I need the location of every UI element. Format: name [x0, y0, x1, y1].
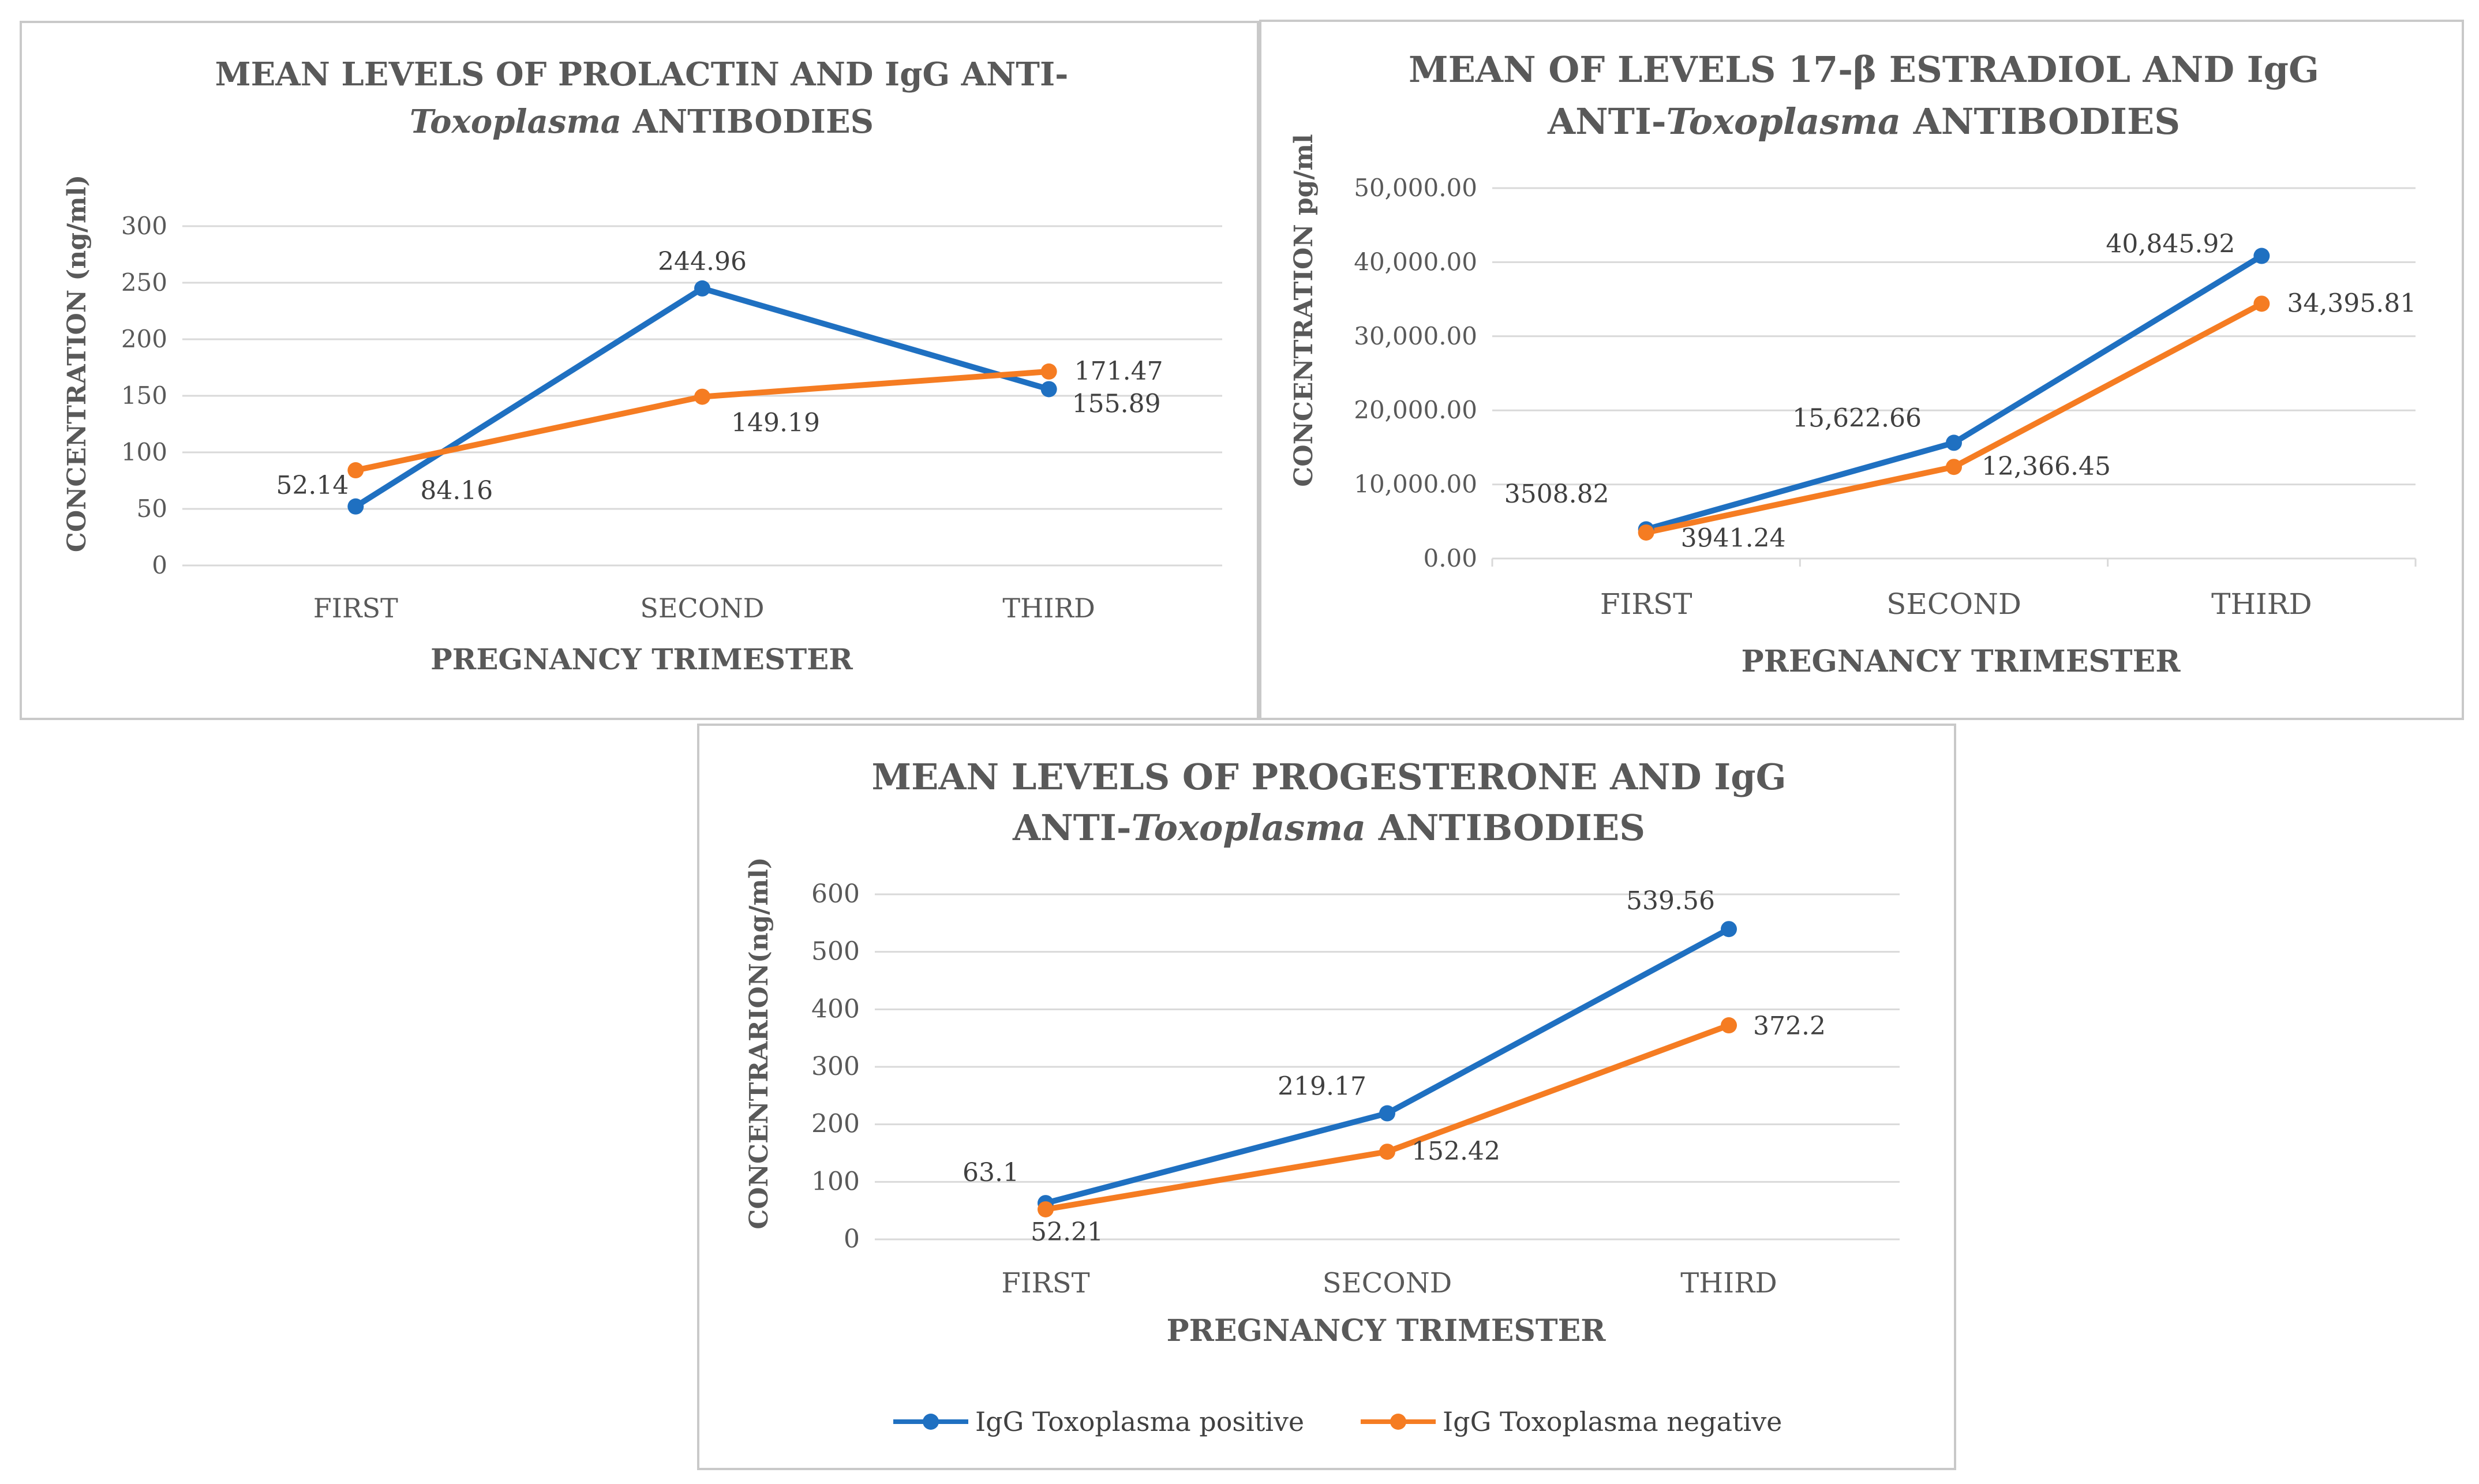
legend-positive-label: IgG Toxoplasma positive [975, 1406, 1304, 1437]
data-label-positive: 3941.24 [1681, 523, 1786, 553]
x-tick-label: THIRD [1002, 593, 1095, 624]
data-point-positive [347, 498, 364, 515]
data-point-positive [1379, 1105, 1395, 1122]
y-tick-label: 0.00 [1423, 544, 1477, 572]
data-label-positive: 244.96 [658, 247, 747, 276]
data-label-positive: 219.17 [1278, 1072, 1366, 1101]
y-tick-label: 100 [811, 1167, 860, 1196]
y-tick-label: 250 [121, 268, 167, 297]
y-tick-label: 0 [152, 551, 167, 579]
y-tick-label: 600 [811, 879, 860, 909]
x-axis-title: PREGNANCY TRIMESTER [1742, 644, 2181, 679]
progesterone-chart: MEAN LEVELS OF PROGESTERONE AND IgG ANTI… [744, 756, 1900, 1437]
legend-negative-marker [1390, 1414, 1406, 1430]
data-point-positive [1721, 921, 1737, 938]
y-tick-label: 300 [121, 212, 167, 240]
y-tick-label: 150 [121, 381, 167, 410]
y-tick-label: 200 [121, 325, 167, 353]
chart-title-line1: MEAN LEVELS OF PROGESTERONE AND IgG [871, 756, 1786, 798]
x-tick-label: SECOND [1323, 1267, 1452, 1299]
x-tick-label: FIRST [1600, 587, 1692, 621]
data-label-positive: 15,622.66 [1792, 403, 1922, 433]
y-tick-label: 300 [811, 1052, 860, 1081]
data-label-negative: 52.21 [1031, 1217, 1103, 1247]
y-tick-label: 100 [121, 438, 167, 466]
chart-title-line2: ANTI-Toxoplasma ANTIBODIES [1547, 100, 2180, 143]
data-point-negative [1946, 459, 1962, 475]
data-point-negative [694, 388, 710, 405]
series-line-positive [1643, 253, 2265, 533]
x-tick-label: THIRD [1680, 1267, 1777, 1299]
y-tick-label: 50 [137, 494, 167, 523]
y-tick-label: 200 [811, 1110, 860, 1139]
legend-positive-marker [923, 1414, 939, 1430]
data-point-positive [1040, 381, 1057, 398]
series-line-negative [1643, 301, 2265, 535]
data-label-negative: 372.2 [1753, 1011, 1826, 1041]
data-label-negative: 152.42 [1411, 1137, 1500, 1166]
data-label-positive: 155.89 [1072, 389, 1161, 418]
prolactin-chart: MEAN LEVELS OF PROLACTIN AND IgG ANTI- T… [62, 55, 1222, 676]
x-tick-label: SECOND [1886, 587, 2021, 621]
chart-title-line2: ANTI-Toxoplasma ANTIBODIES [1012, 807, 1645, 849]
x-tick-label: THIRD [2211, 587, 2312, 621]
y-tick-label: 20,000.00 [1354, 396, 1477, 424]
x-tick-label: FIRST [313, 593, 398, 624]
y-axis-title: CONCENTRATION pg/ml [1289, 134, 1319, 486]
x-axis-title: PREGNANCY TRIMESTER [1167, 1313, 1607, 1348]
data-point-positive [2253, 248, 2270, 264]
progesterone-chart-panel: MEAN LEVELS OF PROGESTERONE AND IgG ANTI… [697, 724, 1956, 1470]
y-tick-label: 50,000.00 [1354, 174, 1477, 202]
y-tick-label: 40,000.00 [1354, 248, 1477, 276]
data-label-positive: 539.56 [1626, 886, 1715, 916]
data-label-negative: 3508.82 [1504, 479, 1609, 509]
data-point-negative [2253, 295, 2270, 312]
data-label-positive: 63.1 [963, 1158, 1019, 1187]
chart-title-line2: Toxoplasma ANTIBODIES [410, 103, 874, 141]
estradiol-chart: MEAN OF LEVELS 17-β ESTRADIOL AND IgG AN… [1289, 48, 2417, 679]
legend-negative-label: IgG Toxoplasma negative [1443, 1406, 1782, 1437]
series-line-negative [353, 368, 1052, 474]
data-point-negative [1721, 1017, 1737, 1034]
data-point-negative [1038, 1201, 1054, 1217]
data-point-positive [1946, 434, 1962, 451]
data-label-positive: 40,845.92 [2106, 230, 2235, 259]
x-tick-label: SECOND [640, 593, 764, 624]
data-label-negative: 34,395.81 [2287, 288, 2416, 318]
data-point-negative [347, 462, 364, 479]
y-tick-label: 0 [844, 1224, 860, 1254]
data-label-negative: 149.19 [731, 409, 820, 438]
data-point-negative [1638, 524, 1654, 541]
data-point-positive [694, 280, 710, 297]
y-tick-label: 400 [811, 994, 860, 1024]
y-tick-label: 10,000.00 [1354, 470, 1477, 499]
data-label-negative: 84.16 [420, 476, 493, 505]
y-tick-label: 500 [811, 937, 860, 966]
legend: IgG Toxoplasma positive IgG Toxoplasma n… [893, 1406, 1782, 1437]
data-label-positive: 52.14 [276, 471, 349, 500]
x-axis-title: PREGNANCY TRIMESTER [430, 642, 853, 676]
prolactin-chart-panel: MEAN LEVELS OF PROLACTIN AND IgG ANTI- T… [20, 21, 1259, 720]
data-point-negative [1379, 1144, 1395, 1160]
data-label-negative: 12,366.45 [1982, 452, 2111, 481]
y-tick-label: 30,000.00 [1354, 322, 1477, 350]
chart-title-line1: MEAN LEVELS OF PROLACTIN AND IgG ANTI- [215, 55, 1069, 93]
y-axis-title: CONCENTRATION (ng/ml) [62, 175, 92, 552]
estradiol-chart-panel: MEAN OF LEVELS 17-β ESTRADIOL AND IgG AN… [1259, 20, 2464, 720]
data-point-negative [1040, 363, 1057, 380]
chart-title-line1: MEAN OF LEVELS 17-β ESTRADIOL AND IgG [1409, 48, 2319, 91]
data-label-negative: 171.47 [1074, 357, 1163, 386]
x-tick-label: FIRST [1001, 1267, 1089, 1299]
y-axis-title: CONCENTRARION(ng/ml) [744, 857, 774, 1229]
